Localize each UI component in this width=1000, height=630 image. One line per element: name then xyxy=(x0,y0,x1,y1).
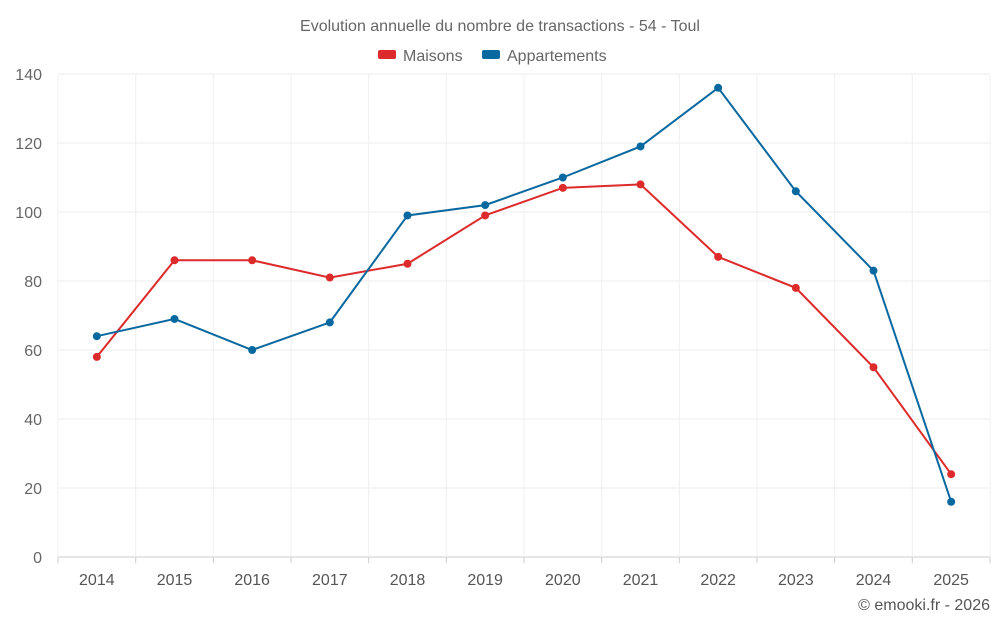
data-point xyxy=(92,352,101,361)
y-tick-label: 40 xyxy=(24,412,42,429)
legend-swatch xyxy=(378,50,396,59)
data-point xyxy=(714,252,723,261)
data-point xyxy=(558,183,567,192)
y-tick-label: 140 xyxy=(15,67,42,84)
legend: Maisons Appartements xyxy=(378,48,607,65)
x-tick-label: 2025 xyxy=(933,572,969,589)
data-point xyxy=(325,318,334,327)
y-tick-label: 60 xyxy=(24,343,42,360)
legend-label: Appartements xyxy=(507,48,607,65)
x-tick-label: 2017 xyxy=(312,572,348,589)
data-point xyxy=(481,211,490,220)
y-tick-label: 20 xyxy=(24,481,42,498)
x-tick-label: 2018 xyxy=(390,572,426,589)
x-tick-label: 2023 xyxy=(778,572,814,589)
grid xyxy=(57,73,991,558)
data-point xyxy=(248,346,257,354)
x-tick-label: 2020 xyxy=(545,572,581,589)
data-point xyxy=(869,363,878,372)
data-point xyxy=(325,273,334,282)
y-tick-label: 100 xyxy=(15,205,42,222)
chart-title: Evolution annuelle du nombre de transact… xyxy=(300,18,700,35)
data-point xyxy=(481,201,490,210)
x-tick-label: 2015 xyxy=(157,572,193,589)
axes: 0 20 40 60 80 100 120 140 2014 2015 2016 2017 2018 20… xyxy=(15,67,991,589)
y-tick-label: 120 xyxy=(15,136,42,153)
data-point xyxy=(791,187,800,196)
data-point xyxy=(170,256,179,265)
data-point xyxy=(92,332,101,341)
data-point xyxy=(558,173,567,182)
data-point xyxy=(636,180,645,189)
data-point xyxy=(869,266,878,275)
legend-swatch xyxy=(482,50,500,59)
x-tick-label: 2024 xyxy=(856,572,892,589)
data-point xyxy=(791,283,800,292)
x-tick-label: 2016 xyxy=(234,572,270,589)
legend-label: Maisons xyxy=(403,48,463,65)
series-line-appartements xyxy=(96,86,953,503)
data-point xyxy=(403,211,412,220)
data-point xyxy=(403,259,412,268)
x-tick-label: 2019 xyxy=(467,572,503,589)
data-point xyxy=(636,142,645,151)
x-tick-label: 2021 xyxy=(623,572,659,589)
data-point xyxy=(947,497,956,506)
x-tick-label: 2014 xyxy=(79,572,115,589)
credit-text: © emooki.fr - 2026 xyxy=(858,597,990,614)
series-group xyxy=(92,83,956,506)
data-point xyxy=(714,83,723,92)
y-tick-label: 80 xyxy=(24,274,42,291)
x-tick-label: 2022 xyxy=(700,572,736,589)
data-point xyxy=(248,256,257,265)
y-tick-label: 0 xyxy=(33,550,42,567)
data-point xyxy=(170,314,179,323)
series-line-maisons xyxy=(96,183,952,475)
data-point xyxy=(947,470,956,479)
